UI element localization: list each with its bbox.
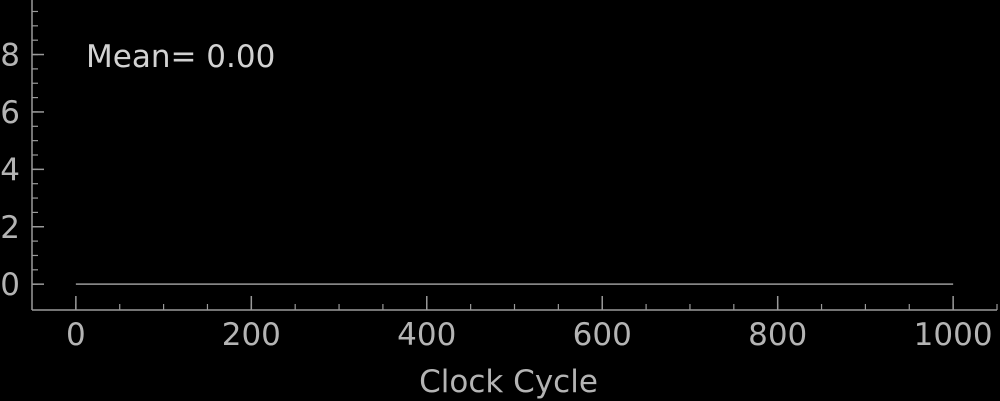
x-tick-label: 600	[573, 317, 632, 353]
x-tick-label: 200	[222, 317, 281, 353]
x-tick-label: 1000	[914, 317, 993, 353]
y-tick-label: 6	[0, 95, 20, 131]
x-tick-label: 0	[66, 317, 86, 353]
y-tick-label: 2	[0, 210, 20, 246]
x-tick-label: 800	[748, 317, 807, 353]
axes: 0 2 4 6 8 0 200 400 600 800 1000	[0, 0, 998, 353]
y-tick-label: 4	[0, 152, 20, 188]
y-tick-label: 8	[0, 38, 20, 74]
x-tick-label: 400	[397, 317, 456, 353]
y-tick-label: 0	[0, 267, 20, 303]
mean-annotation: Mean= 0.00	[86, 39, 275, 75]
x-axis-title: Clock Cycle	[419, 364, 598, 400]
